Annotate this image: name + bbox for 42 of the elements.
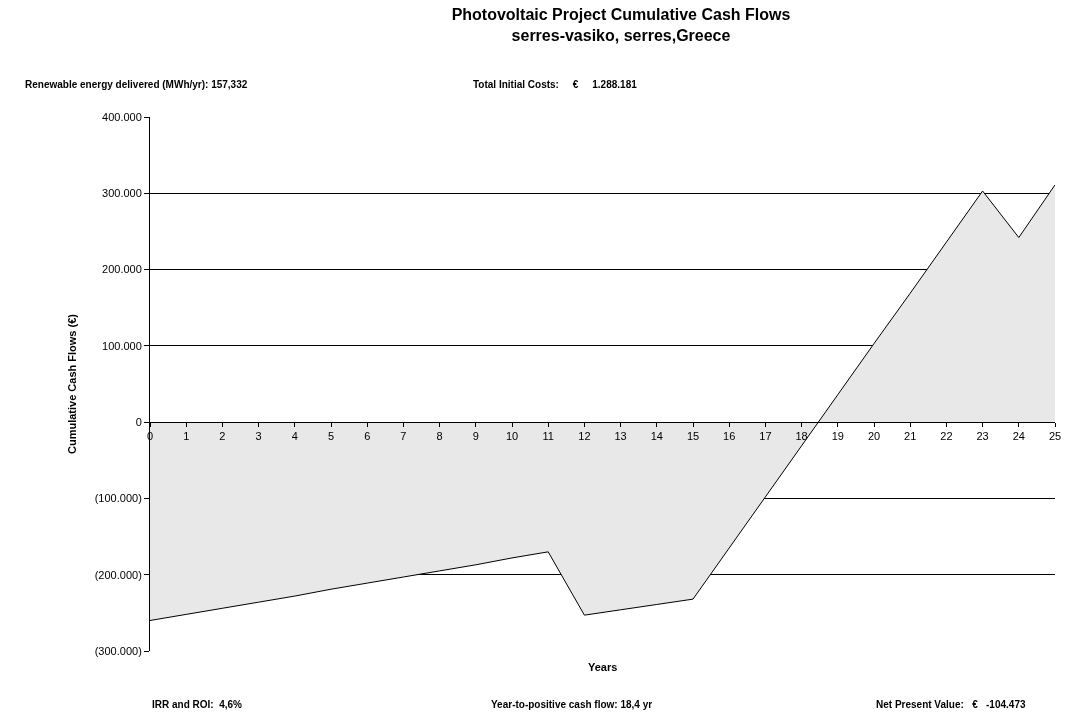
text: Renewable energy delivered (MWh/yr): 157,332 <box>25 79 248 90</box>
x-tick-label: 9 <box>472 430 479 443</box>
x-tick-label: 16 <box>723 430 736 443</box>
text: Year-to-positive cash flow: 18,4 yr <box>491 699 653 710</box>
y-tick-label: 200.000 <box>102 263 142 276</box>
x-tick-label: 22 <box>940 430 953 443</box>
x-tick-label: 7 <box>400 430 407 443</box>
y-tick-label: 100.000 <box>102 339 142 352</box>
x-tick-label: 1 <box>183 430 190 443</box>
x-tick-label: 24 <box>1012 430 1025 443</box>
x-tick-label: 23 <box>976 430 989 443</box>
x-tick-label: 10 <box>505 430 519 443</box>
x-tick-label: 20 <box>867 430 881 443</box>
chart-subtitle: serres-vasiko, serres,Greece <box>511 27 731 45</box>
y-tick-label: 0 <box>135 415 142 428</box>
x-tick-label: 25 <box>1048 430 1062 443</box>
y-axis-title: Cumulative Cash Flows (€) <box>66 313 79 454</box>
x-tick-label: 14 <box>650 430 663 443</box>
x-tick-label: 15 <box>686 430 700 443</box>
y-tick-label: (100.000) <box>94 492 142 505</box>
x-tick-label: 3 <box>255 430 262 443</box>
x-tick-label: 18 <box>795 430 808 443</box>
text: Net Present Value: € -104.473 <box>876 699 1026 710</box>
x-tick-label: 4 <box>291 430 298 443</box>
text: Total Initial Costs: € 1.288.181 <box>473 79 638 90</box>
y-tick-label: 300.000 <box>102 187 142 200</box>
x-axis-title: Years <box>588 661 618 673</box>
y-tick-label: (300.000) <box>94 644 142 657</box>
text: IRR and ROI: 4,6% <box>152 699 243 710</box>
x-tick-label: 2 <box>219 430 226 443</box>
chart-title: Photovoltaic Project Cumulative Cash Flows <box>451 6 791 24</box>
x-tick-label: 17 <box>759 430 772 443</box>
x-tick-label: 6 <box>364 430 371 443</box>
x-tick-label: 5 <box>327 430 335 443</box>
x-tick-label: 11 <box>542 430 554 443</box>
x-tick-label: 13 <box>614 430 627 443</box>
x-tick-label: 12 <box>578 430 591 443</box>
x-tick-label: 21 <box>904 430 917 443</box>
y-tick-label: 400.000 <box>102 110 142 123</box>
y-tick-label: (200.000) <box>94 568 142 581</box>
x-tick-label: 19 <box>831 430 844 443</box>
x-tick-label: 8 <box>436 430 443 443</box>
